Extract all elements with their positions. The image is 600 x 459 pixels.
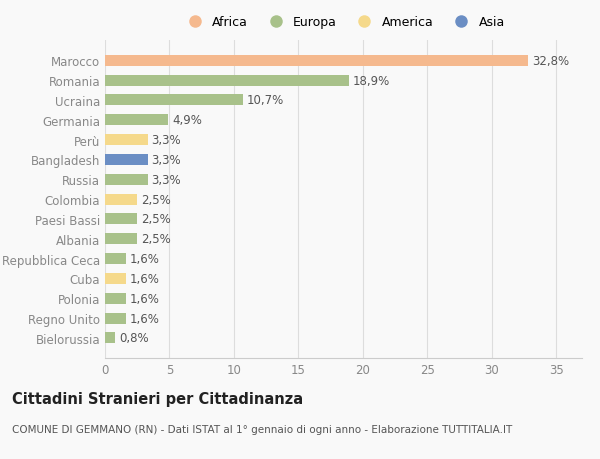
- Bar: [105, 135, 148, 146]
- Bar: [105, 234, 137, 245]
- Text: 2,5%: 2,5%: [141, 213, 171, 226]
- Legend: Africa, Europa, America, Asia: Africa, Europa, America, Asia: [179, 14, 508, 32]
- Text: Cittadini Stranieri per Cittadinanza: Cittadini Stranieri per Cittadinanza: [12, 391, 303, 406]
- Bar: [105, 95, 243, 106]
- Text: 1,6%: 1,6%: [130, 292, 160, 305]
- Bar: [105, 75, 349, 86]
- Text: 4,9%: 4,9%: [172, 114, 202, 127]
- Text: 1,6%: 1,6%: [130, 272, 160, 285]
- Text: 32,8%: 32,8%: [532, 55, 569, 67]
- Bar: [105, 174, 148, 185]
- Text: 3,3%: 3,3%: [151, 174, 181, 186]
- Text: 3,3%: 3,3%: [151, 154, 181, 167]
- Text: 1,6%: 1,6%: [130, 312, 160, 325]
- Text: COMUNE DI GEMMANO (RN) - Dati ISTAT al 1° gennaio di ogni anno - Elaborazione TU: COMUNE DI GEMMANO (RN) - Dati ISTAT al 1…: [12, 424, 512, 434]
- Bar: [105, 333, 115, 344]
- Bar: [105, 214, 137, 225]
- Text: 2,5%: 2,5%: [141, 193, 171, 206]
- Text: 10,7%: 10,7%: [247, 94, 284, 107]
- Bar: [105, 253, 125, 264]
- Bar: [105, 56, 528, 67]
- Text: 0,8%: 0,8%: [119, 332, 149, 345]
- Bar: [105, 155, 148, 166]
- Text: 1,6%: 1,6%: [130, 252, 160, 265]
- Bar: [105, 313, 125, 324]
- Bar: [105, 293, 125, 304]
- Bar: [105, 115, 168, 126]
- Bar: [105, 194, 137, 205]
- Text: 3,3%: 3,3%: [151, 134, 181, 147]
- Bar: [105, 274, 125, 284]
- Text: 18,9%: 18,9%: [353, 74, 390, 87]
- Text: 2,5%: 2,5%: [141, 233, 171, 246]
